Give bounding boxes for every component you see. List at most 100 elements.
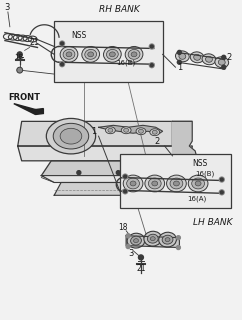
Ellipse shape [205, 56, 212, 62]
Circle shape [177, 60, 181, 64]
Text: 16(B): 16(B) [116, 59, 136, 66]
Ellipse shape [131, 236, 141, 245]
Ellipse shape [170, 178, 183, 189]
Circle shape [17, 52, 22, 57]
Text: 21: 21 [30, 38, 39, 47]
Text: 2: 2 [227, 53, 232, 62]
Text: RH BANK: RH BANK [99, 5, 140, 14]
Ellipse shape [104, 46, 121, 62]
Ellipse shape [188, 175, 208, 192]
Circle shape [126, 234, 130, 238]
Ellipse shape [166, 175, 186, 192]
Ellipse shape [190, 52, 204, 63]
Ellipse shape [124, 128, 129, 132]
Circle shape [222, 65, 226, 69]
Polygon shape [98, 125, 163, 133]
Text: 2: 2 [154, 137, 160, 146]
Ellipse shape [202, 54, 216, 65]
Text: 1B: 1B [14, 54, 23, 60]
Polygon shape [14, 104, 36, 115]
Circle shape [220, 191, 223, 194]
Circle shape [176, 245, 180, 250]
Ellipse shape [175, 51, 189, 62]
Ellipse shape [215, 57, 229, 68]
Circle shape [60, 41, 65, 46]
Circle shape [149, 63, 154, 68]
Polygon shape [36, 108, 43, 115]
Ellipse shape [63, 49, 75, 59]
Polygon shape [126, 236, 179, 248]
Text: LH BANK: LH BANK [193, 218, 233, 227]
Polygon shape [18, 121, 173, 146]
Circle shape [177, 51, 181, 54]
Ellipse shape [144, 231, 162, 246]
Ellipse shape [127, 233, 145, 248]
Ellipse shape [174, 181, 179, 186]
Ellipse shape [148, 178, 161, 189]
Circle shape [146, 171, 150, 175]
Ellipse shape [136, 128, 146, 135]
Ellipse shape [106, 127, 115, 134]
Ellipse shape [179, 53, 186, 59]
Polygon shape [41, 161, 182, 176]
Bar [120, 154, 231, 208]
Circle shape [219, 190, 224, 195]
Ellipse shape [145, 175, 165, 192]
Ellipse shape [46, 118, 96, 154]
Text: 1: 1 [177, 63, 183, 72]
Circle shape [124, 175, 127, 178]
Ellipse shape [131, 52, 137, 57]
Circle shape [60, 62, 65, 67]
Ellipse shape [125, 46, 143, 62]
Circle shape [77, 171, 81, 175]
Ellipse shape [147, 234, 158, 243]
Circle shape [17, 67, 23, 73]
Text: FRONT: FRONT [8, 93, 40, 102]
Polygon shape [18, 146, 182, 161]
Ellipse shape [195, 181, 201, 186]
Ellipse shape [108, 128, 113, 132]
Polygon shape [160, 176, 175, 195]
Ellipse shape [152, 181, 158, 186]
Bar [54, 21, 163, 82]
Text: 16(A): 16(A) [187, 195, 206, 202]
Ellipse shape [60, 46, 78, 62]
Ellipse shape [192, 178, 204, 189]
Text: NSS: NSS [71, 31, 86, 40]
Circle shape [222, 55, 226, 59]
Circle shape [123, 189, 128, 194]
Circle shape [220, 178, 223, 181]
Circle shape [219, 177, 224, 182]
Polygon shape [173, 121, 192, 146]
Polygon shape [173, 121, 197, 176]
Ellipse shape [134, 239, 138, 243]
Ellipse shape [162, 235, 173, 244]
Circle shape [150, 45, 153, 48]
Ellipse shape [60, 128, 82, 144]
Ellipse shape [109, 52, 115, 57]
Ellipse shape [152, 130, 157, 134]
Ellipse shape [165, 238, 170, 242]
Ellipse shape [106, 49, 118, 59]
Text: 21: 21 [136, 264, 145, 273]
Circle shape [138, 255, 144, 260]
Polygon shape [173, 146, 192, 176]
Ellipse shape [218, 59, 225, 65]
Text: 1: 1 [91, 127, 96, 136]
Ellipse shape [128, 49, 140, 59]
Ellipse shape [127, 178, 139, 189]
Ellipse shape [82, 46, 99, 62]
Circle shape [123, 174, 128, 179]
Ellipse shape [123, 175, 143, 192]
Circle shape [176, 236, 180, 240]
Polygon shape [41, 176, 170, 182]
Ellipse shape [121, 127, 131, 134]
Circle shape [149, 44, 154, 49]
Ellipse shape [66, 52, 72, 57]
Ellipse shape [150, 129, 160, 136]
Ellipse shape [53, 123, 89, 149]
Circle shape [116, 171, 120, 175]
Text: 16(B): 16(B) [195, 171, 214, 177]
Circle shape [60, 63, 64, 66]
Ellipse shape [138, 129, 144, 133]
